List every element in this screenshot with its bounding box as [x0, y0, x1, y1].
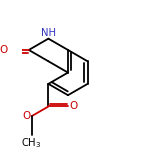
- Text: NH: NH: [41, 28, 56, 38]
- Text: O: O: [0, 45, 7, 55]
- Text: O: O: [22, 111, 31, 121]
- Text: O: O: [70, 102, 78, 112]
- Text: CH$_3$: CH$_3$: [21, 136, 42, 150]
